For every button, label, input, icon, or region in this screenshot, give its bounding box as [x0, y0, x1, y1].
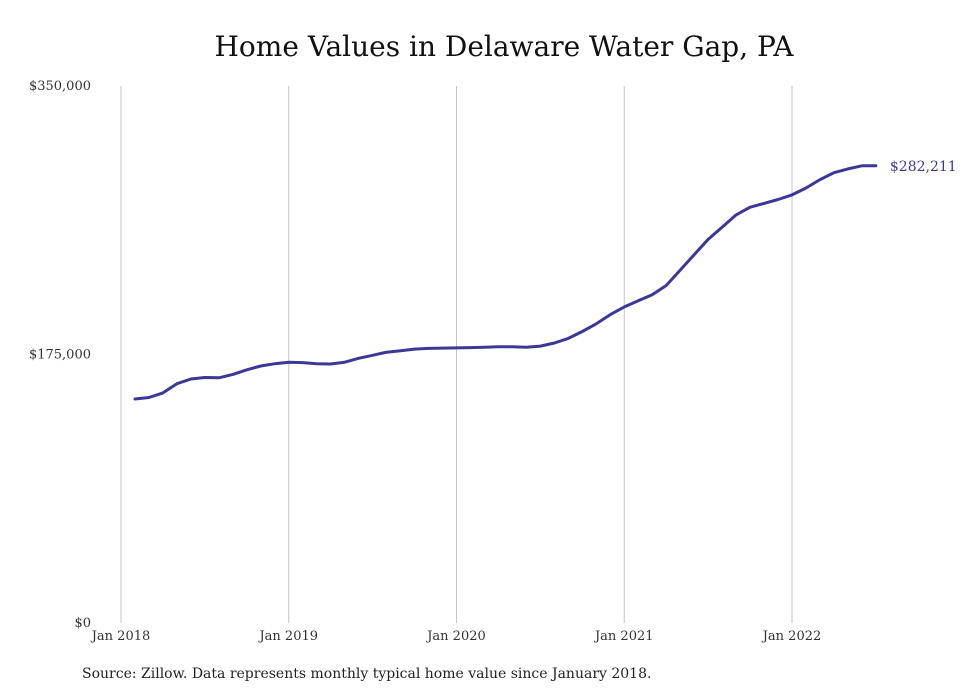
- y-tick-label: $350,000: [29, 79, 91, 94]
- axis-labels: Jan 2018 Jan 2019 Jan 2020 Jan 2021 Jan 2022…: [29, 79, 821, 644]
- home-value-line: [133, 164, 878, 401]
- gridlines: [120, 86, 793, 623]
- x-tick-label: Jan 2022: [761, 629, 822, 644]
- series-layer: $282,211: [133, 159, 957, 401]
- x-tick-label: Jan 2021: [593, 629, 654, 644]
- x-tick-label: Jan 2019: [257, 629, 318, 644]
- source-note: Source: Zillow. Data represents monthly …: [82, 666, 652, 682]
- end-value-label: $282,211: [890, 159, 957, 175]
- y-tick-label: $0: [74, 616, 91, 631]
- x-tick-label: Jan 2020: [425, 629, 486, 644]
- y-tick-label: $175,000: [29, 348, 91, 363]
- x-tick-label: Jan 2018: [90, 629, 151, 644]
- chart-title: Home Values in Delaware Water Gap, PA: [214, 30, 794, 63]
